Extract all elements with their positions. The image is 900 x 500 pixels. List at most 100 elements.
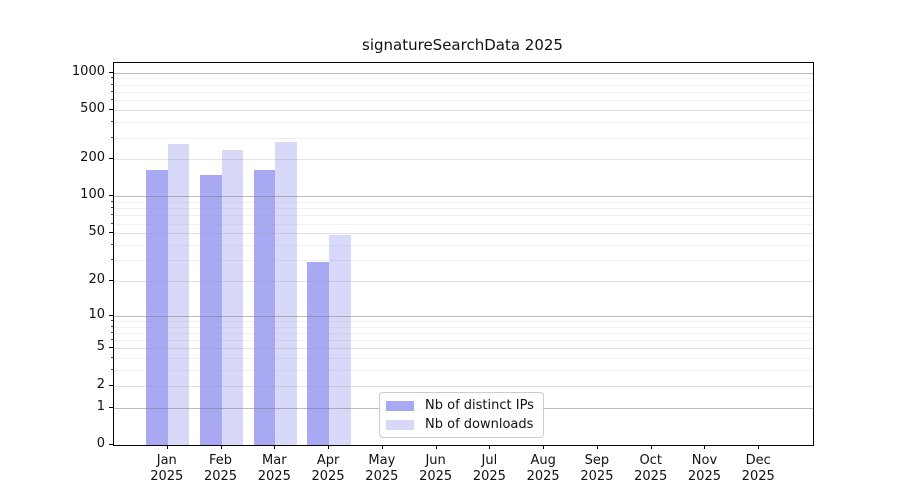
x-tick-mark: [166, 445, 168, 449]
x-tick-mark: [381, 445, 383, 449]
y-tick-mark: [109, 158, 113, 160]
grid-line-minor: [114, 320, 813, 322]
y-tick-mark-minor: [111, 207, 113, 209]
legend-label-distinct-ips: Nb of distinct IPs: [425, 398, 534, 413]
grid-line-minor: [114, 223, 813, 225]
y-tick-mark: [109, 406, 113, 408]
grid-line: [114, 110, 813, 112]
x-tick-label: Oct 2025: [634, 453, 668, 484]
x-tick-label: Dec 2025: [741, 453, 775, 484]
y-tick-mark-minor: [111, 222, 113, 224]
x-tick-label: Jun 2025: [419, 453, 453, 484]
y-tick-mark-minor: [111, 77, 113, 79]
bar-distinct-ips: [146, 170, 168, 445]
distinct-ips-swatch-icon: [386, 400, 414, 411]
grid-line-minor: [114, 137, 813, 139]
y-tick-mark-minor: [111, 200, 113, 202]
grid-line: [114, 72, 813, 74]
grid-line-minor: [114, 84, 813, 86]
y-tick-label: 2: [96, 376, 105, 392]
y-tick-label: 0: [96, 436, 105, 451]
y-tick-mark: [109, 347, 113, 349]
y-tick-mark: [109, 232, 113, 234]
x-tick-mark: [328, 445, 330, 449]
y-tick-mark-minor: [111, 259, 113, 260]
y-tick-label: 200: [80, 150, 105, 166]
x-tick-label: Apr 2025: [311, 453, 345, 484]
x-tick-label: May 2025: [365, 453, 399, 484]
y-tick-mark-minor: [111, 369, 113, 371]
bar-downloads: [275, 141, 297, 445]
downloads-swatch-icon: [386, 419, 414, 430]
grid-line: [114, 159, 813, 161]
grid-line-minor: [114, 208, 813, 210]
y-tick-mark: [109, 314, 113, 316]
y-tick-mark-minor: [111, 214, 113, 216]
y-tick-label: 20: [88, 271, 105, 287]
x-tick-label: Aug 2025: [526, 453, 560, 484]
y-tick-label: 500: [80, 101, 105, 117]
grid-line-minor: [114, 260, 813, 261]
x-tick-mark: [758, 445, 760, 449]
bar-downloads: [329, 235, 351, 445]
grid-line-minor: [114, 92, 813, 93]
y-tick-mark-minor: [111, 91, 113, 92]
grid-line-minor: [114, 78, 813, 80]
grid-line-minor: [114, 370, 813, 372]
grid-line-minor: [114, 340, 813, 342]
y-tick-mark-minor: [111, 136, 113, 138]
y-tick-mark: [109, 279, 113, 281]
y-tick-label: 10: [88, 306, 105, 322]
grid-line: [114, 233, 813, 235]
grid-line-minor: [114, 326, 813, 328]
grid-line-minor: [114, 215, 813, 217]
grid-line: [114, 315, 813, 317]
y-tick-mark: [109, 444, 113, 445]
grid-line: [114, 196, 813, 198]
grid-line-minor: [114, 122, 813, 124]
chart-title: signatureSearchData 2025: [362, 36, 563, 54]
grid-line: [114, 280, 813, 282]
x-tick-mark: [435, 445, 437, 449]
grid-line-minor: [114, 100, 813, 102]
y-tick-label: 1000: [71, 63, 105, 79]
legend-item-downloads: Nb of downloads: [386, 417, 535, 432]
bar-downloads: [221, 149, 244, 445]
y-tick-mark: [109, 109, 113, 111]
y-tick-mark-minor: [111, 121, 113, 123]
x-tick-mark: [704, 445, 706, 449]
bar-distinct-ips: [253, 169, 276, 445]
x-tick-label: Jul 2025: [472, 453, 506, 484]
x-tick-mark: [220, 445, 222, 449]
bar-distinct-ips: [199, 174, 222, 445]
x-tick-label: Mar 2025: [257, 453, 291, 484]
plot-area: [113, 62, 814, 446]
y-tick-label: 5: [96, 339, 105, 355]
y-tick-mark: [109, 195, 113, 197]
grid-line: [114, 348, 813, 350]
legend: Nb of distinct IPs Nb of downloads: [379, 392, 544, 438]
y-tick-mark: [109, 71, 113, 73]
x-tick-label: Jan 2025: [150, 453, 184, 484]
x-tick-mark: [489, 445, 491, 449]
y-tick-mark-minor: [111, 325, 113, 327]
x-tick-mark: [650, 445, 652, 449]
y-tick-label: 50: [88, 224, 105, 240]
x-tick-mark: [543, 445, 545, 449]
legend-item-distinct-ips: Nb of distinct IPs: [386, 398, 535, 413]
grid-line: [114, 385, 813, 387]
y-tick-mark: [109, 384, 113, 386]
x-tick-label: Feb 2025: [203, 453, 238, 484]
y-tick-mark-minor: [111, 339, 113, 341]
y-tick-label: 100: [80, 187, 105, 203]
x-tick-label: Sep 2025: [580, 453, 614, 484]
x-tick-label: Nov 2025: [687, 453, 721, 484]
grid-line-minor: [114, 332, 813, 334]
legend-label-downloads: Nb of downloads: [425, 417, 534, 432]
x-tick-mark: [596, 445, 598, 449]
bar-downloads: [167, 144, 190, 445]
y-tick-mark-minor: [111, 99, 113, 101]
y-tick-label: 1: [96, 398, 105, 414]
bar-distinct-ips: [307, 261, 330, 445]
y-tick-mark-minor: [111, 243, 113, 245]
